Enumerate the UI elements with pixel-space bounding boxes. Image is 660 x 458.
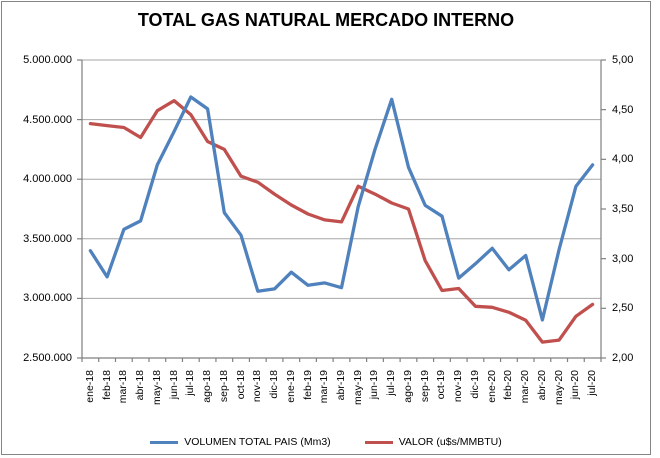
y-left-tick-label: 5.000.000: [23, 54, 72, 66]
x-tick-label: jun-20: [569, 370, 582, 400]
chart-title: TOTAL GAS NATURAL MERCADO INTERNO: [137, 10, 515, 30]
y-right-tick-label: 3,50: [612, 203, 634, 215]
x-tick-label: may-20: [552, 370, 565, 406]
x-tick-label: feb-19: [301, 370, 314, 400]
x-tick-label: mar-20: [519, 370, 532, 404]
x-tick-label: mar-18: [117, 370, 130, 404]
x-tick-label: abr-20: [535, 370, 548, 401]
x-tick-label: oct-19: [435, 370, 448, 400]
x-tick-label: nov-19: [452, 370, 465, 403]
x-tick-label: may-19: [351, 370, 364, 406]
series-line-valor: [88, 99, 595, 344]
x-tick-label: may-18: [150, 370, 163, 406]
x-tick-label: sep-18: [217, 370, 230, 403]
x-tick-label: ene-19: [284, 370, 297, 403]
legend-line-volumen: [150, 440, 179, 444]
x-tick-label: ago-19: [401, 370, 414, 403]
y-right-tick-label: 4,50: [612, 103, 634, 116]
y-left-tick-label: 3.000.000: [23, 292, 72, 305]
legend-item-valor: VALOR (u$s/MMBTU): [364, 436, 502, 448]
x-tick-label: mar-19: [318, 370, 331, 404]
x-tick-label: jun-19: [368, 370, 381, 400]
y-right-tick-label: 2,00: [612, 352, 634, 364]
x-tick-label: nov-18: [251, 370, 264, 403]
x-tick-label: jul-20: [586, 370, 599, 396]
y-right-tick-label: 2,50: [612, 302, 634, 315]
x-tick-label: feb-18: [100, 370, 113, 400]
y-right-tick-label: 3,00: [612, 252, 634, 265]
y-right-tick-label: 4,00: [612, 153, 634, 166]
legend: VOLUMEN TOTAL PAIS (Mm3) VALOR (u$s/MMBT…: [0, 436, 652, 448]
x-tick-label: ene-18: [83, 370, 96, 403]
x-tick-label: oct-18: [234, 370, 247, 400]
x-tick-label: dic-18: [268, 370, 281, 399]
y-right-tick-label: 5,00: [612, 54, 634, 66]
x-tick-label: feb-20: [502, 370, 515, 400]
x-tick-label: dic-19: [468, 370, 481, 399]
legend-item-volumen: VOLUMEN TOTAL PAIS (Mm3): [150, 436, 331, 448]
x-tick-label: ago-18: [201, 370, 214, 403]
y-left-tick-label: 3.500.000: [23, 232, 72, 245]
x-tick-label: ene-20: [485, 370, 498, 403]
x-tick-label: abr-18: [134, 370, 147, 401]
y-left-tick-label: 4.000.000: [23, 173, 72, 186]
x-tick-label: sep-19: [418, 370, 431, 403]
x-tick-label: jul-18: [184, 370, 197, 396]
x-tick-label: jul-19: [385, 370, 398, 396]
y-left-tick-label: 2.500.000: [23, 352, 72, 364]
x-tick-label: jun-18: [167, 370, 180, 400]
legend-line-valor: [364, 440, 393, 444]
legend-label-valor: VALOR (u$s/MMBTU): [398, 436, 502, 448]
x-tick-label: abr-19: [335, 370, 347, 401]
series-line-volumen: [88, 95, 595, 322]
legend-label-volumen: VOLUMEN TOTAL PAIS (Mm3): [184, 436, 331, 448]
y-left-tick-label: 4.500.000: [23, 113, 72, 126]
